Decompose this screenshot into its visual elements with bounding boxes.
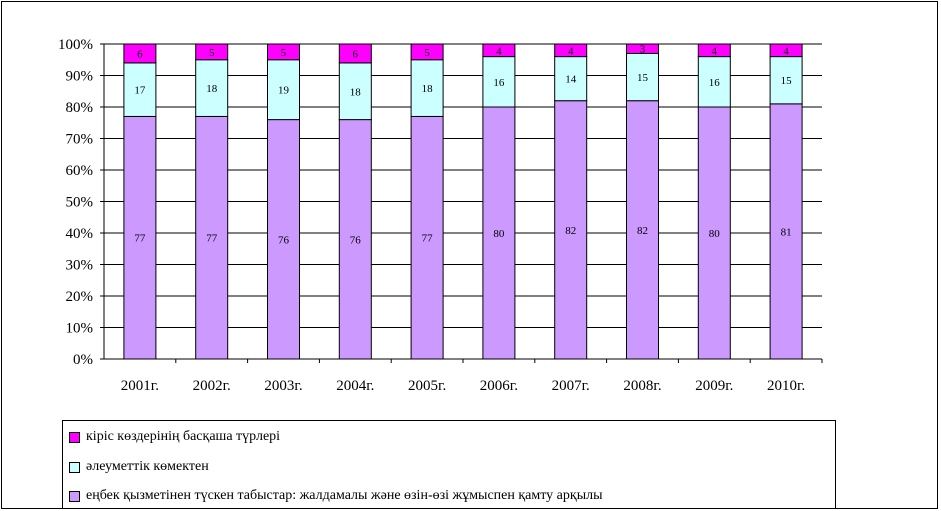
bar-data-label: 81: [781, 226, 792, 238]
bar-data-label: 18: [350, 86, 362, 98]
legend-item-social-assistance: әлеуметтік көмектен: [69, 459, 209, 475]
bar-segment: [267, 43, 300, 61]
bar-data-label: 77: [134, 233, 146, 245]
bar-data-label: 14: [565, 74, 577, 86]
y-tick-label: 30%: [66, 258, 94, 274]
legend-item-other-income: кіріс көздерінің басқаша түрлері: [69, 429, 280, 445]
bar-segment: [697, 43, 731, 58]
x-tick-label: 2002г.: [193, 378, 231, 394]
bar-data-label: 6: [137, 48, 143, 60]
bar-data-label: 5: [209, 47, 215, 59]
bar-data-label: 6: [353, 48, 359, 60]
bar-data-label: 15: [637, 72, 649, 84]
x-tick-label: 2003г.: [264, 378, 302, 394]
y-tick-label: 40%: [66, 226, 94, 242]
y-tick-label: 10%: [66, 321, 94, 337]
bar-data-label: 77: [206, 233, 218, 245]
legend-item-labor-income: еңбек қызметінен түскен табыстар: жалдам…: [69, 488, 603, 504]
y-tick-label: 70%: [66, 132, 94, 148]
bar-data-label: 3: [640, 44, 646, 56]
y-tick-label: 100%: [58, 37, 93, 53]
bar-data-label: 16: [709, 77, 721, 89]
bar-data-label: 4: [783, 45, 789, 57]
bar-data-label: 5: [424, 47, 430, 59]
bar-data-label: 5: [281, 47, 287, 59]
bar-segment: [410, 115, 444, 360]
x-tick-label: 2005г.: [408, 378, 446, 394]
legend-label-social-assistance: әлеуметтік көмектен: [86, 459, 209, 474]
bar-data-label: 15: [781, 75, 793, 87]
bar-segment: [338, 119, 372, 360]
stacked-bar-chart: 0% 10% 20% 30% 40% 50% 60% 70% 80% 90% 100% 77 17 6 20…: [58, 37, 823, 394]
bar-data-label: 16: [493, 77, 505, 89]
bar-data-label: 4: [712, 45, 718, 57]
bar-segment: [195, 59, 229, 117]
x-tick-label: 2007г.: [552, 378, 590, 394]
bar-segment: [410, 43, 444, 61]
bar-data-label: 82: [565, 225, 576, 237]
bar-data-label: 82: [637, 225, 648, 237]
bar-segment: [554, 100, 588, 360]
bar-segment: [482, 43, 516, 58]
bar-data-label: 4: [496, 45, 502, 57]
x-tick-label: 2010г.: [767, 378, 805, 394]
bar-segment: [482, 106, 516, 360]
bar-data-label: 80: [493, 228, 505, 240]
bar-data-label: 18: [422, 83, 434, 95]
bar-segment: [195, 115, 229, 360]
bar-segment: [267, 59, 300, 121]
bar-segment: [338, 62, 372, 121]
y-tick-label: 20%: [66, 289, 94, 305]
y-tick-label: 80%: [66, 100, 94, 116]
bar-data-label: 80: [709, 228, 721, 240]
bar-data-label: 76: [278, 234, 290, 246]
bar-segment: [626, 43, 659, 54]
bar-segment: [697, 56, 731, 108]
x-tick-label: 2006г.: [480, 378, 518, 394]
bar-segment: [123, 115, 157, 360]
bar-segment: [195, 43, 229, 61]
y-tick-label: 60%: [66, 163, 94, 179]
legend-swatch-social-assistance: [69, 461, 80, 473]
x-tick-label: 2004г.: [336, 378, 374, 394]
bar-segment: [769, 43, 803, 58]
bar-data-label: 17: [134, 85, 146, 97]
bar-segment: [626, 100, 659, 360]
bar-data-label: 77: [422, 233, 434, 245]
bar-data-label: 19: [278, 85, 290, 97]
bar-data-label: 76: [350, 234, 362, 246]
x-tick-label: 2001г.: [121, 378, 159, 394]
legend-swatch-labor-income: [69, 490, 80, 502]
bar-segment: [554, 43, 588, 58]
legend-label-other-income: кіріс көздерінің басқаша түрлері: [86, 429, 281, 444]
bar-segment: [482, 56, 516, 108]
y-tick-label: 50%: [66, 195, 94, 211]
x-tick-label: 2009г.: [695, 378, 733, 394]
legend-label-labor-income: еңбек қызметінен түскен табыстар: жалдам…: [86, 488, 603, 503]
legend-swatch-other-income: [69, 431, 80, 443]
bar-segment: [626, 52, 659, 102]
bar-data-label: 4: [568, 45, 574, 57]
x-tick-label: 2008г.: [623, 378, 661, 394]
y-tick-label: 0%: [73, 352, 93, 368]
bar-segment: [267, 119, 300, 360]
bar-data-label: 18: [206, 83, 218, 95]
y-tick-label: 90%: [66, 69, 94, 85]
chart-legend: кіріс көздерінің басқаша түрлері әлеумет…: [62, 420, 836, 509]
bar-segment: [123, 43, 157, 64]
bar-segment: [338, 43, 372, 64]
